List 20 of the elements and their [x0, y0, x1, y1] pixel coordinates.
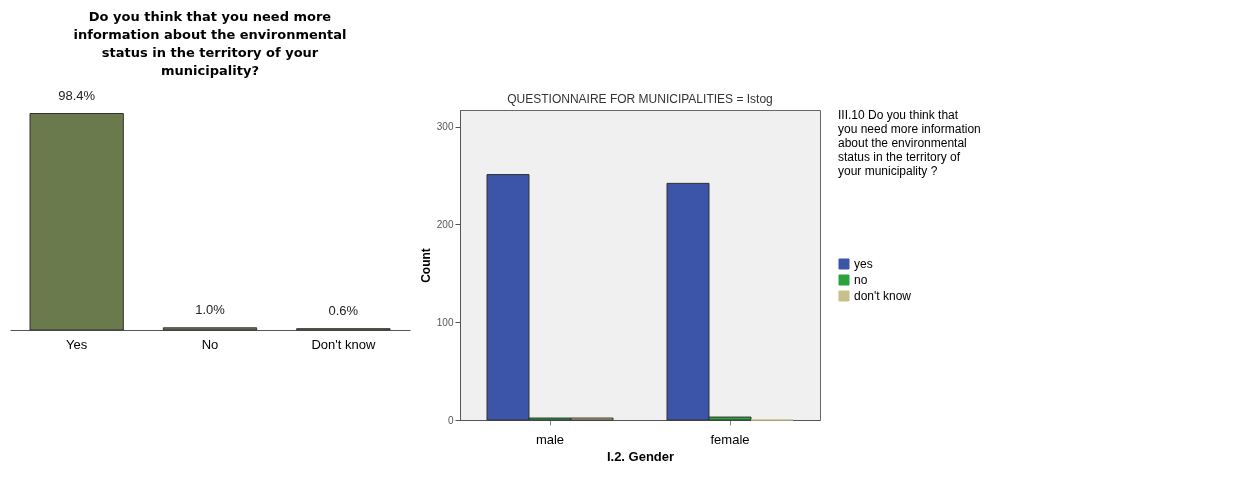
data-label: 0.6% — [328, 302, 359, 318]
x-axis-title: I.2. Gender — [606, 448, 675, 464]
x-tick-label: male — [535, 431, 565, 447]
y-tick-label: 200 — [436, 218, 454, 230]
y-tick-label: 0 — [447, 414, 454, 426]
chart-title: QUESTIONNAIRE FOR MUNICIPALITIES = Istog — [507, 92, 773, 106]
x-tick-label: Don't know — [311, 336, 376, 352]
legend-label: don't know — [854, 289, 912, 303]
legend-title: III.10 Do you think that you need more information about the environmental status in the territory of your municipality ? — [838, 108, 981, 178]
data-label: 1.0% — [195, 301, 226, 317]
legend-label: yes — [854, 257, 873, 271]
y-tick-label: 300 — [436, 121, 454, 133]
data-label: 98.4% — [58, 87, 96, 103]
x-tick-label: Yes — [66, 336, 88, 352]
y-tick-label: 100 — [436, 316, 454, 328]
y-axis-title: Count — [418, 248, 433, 283]
legend-label: no — [854, 273, 868, 287]
chart-title: Do you think that you need more information about the environmental status in the territory of your municipality? — [73, 8, 347, 78]
x-tick-label: No — [201, 336, 219, 352]
x-tick-label: female — [710, 431, 750, 447]
